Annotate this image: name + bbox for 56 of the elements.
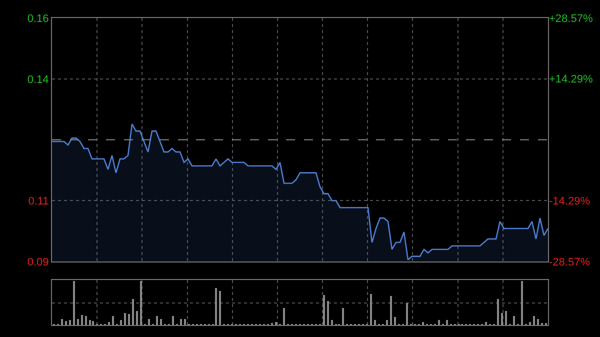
- bar: [370, 294, 372, 325]
- bar: [92, 320, 94, 325]
- bar: [406, 302, 408, 325]
- y2-tick-label: -14.29%: [549, 196, 590, 208]
- bar: [438, 320, 440, 325]
- bar: [148, 318, 150, 325]
- y-tick-label: 0.14: [27, 74, 49, 86]
- y-tick-label: 0.11: [28, 196, 49, 208]
- y2-tick-label: +14.29%: [549, 74, 593, 86]
- bar: [65, 320, 67, 325]
- bar: [533, 316, 535, 325]
- bar: [61, 318, 63, 325]
- bar: [327, 300, 329, 325]
- bar: [108, 322, 110, 325]
- bar: [128, 314, 130, 325]
- bar: [386, 320, 388, 325]
- bar: [132, 298, 134, 325]
- bar: [275, 322, 277, 325]
- y-tick-label: 0.09: [27, 256, 49, 268]
- bar: [505, 310, 507, 325]
- bar: [342, 308, 344, 325]
- bar: [283, 308, 285, 325]
- bar: [73, 280, 75, 325]
- bar: [390, 296, 392, 325]
- bar: [513, 316, 515, 325]
- bar: [323, 294, 325, 325]
- bar: [184, 318, 186, 325]
- bar: [497, 298, 499, 325]
- bar: [160, 318, 162, 325]
- bar: [172, 316, 174, 325]
- bar: [112, 316, 114, 325]
- bar: [215, 288, 217, 325]
- bar: [85, 316, 87, 325]
- bar: [120, 320, 122, 325]
- bar: [374, 320, 376, 325]
- bar: [89, 320, 91, 325]
- bar: [219, 290, 221, 325]
- bar: [537, 318, 539, 325]
- bar: [529, 322, 531, 325]
- bar: [180, 318, 182, 325]
- bar: [81, 314, 83, 325]
- bar: [69, 320, 71, 325]
- bar: [485, 322, 487, 325]
- bar: [394, 316, 396, 325]
- bar: [331, 320, 333, 325]
- bar: [521, 280, 523, 325]
- bar: [156, 316, 158, 325]
- bar: [446, 320, 448, 325]
- y2-tick-label: -28.57%: [549, 256, 590, 268]
- y2-tick-label: +28.57%: [549, 12, 593, 25]
- bar: [124, 312, 126, 325]
- bar: [501, 312, 503, 325]
- bar: [77, 318, 79, 325]
- bar: [422, 322, 424, 325]
- bar: [136, 310, 138, 325]
- y-tick-label: 0.16: [27, 12, 49, 25]
